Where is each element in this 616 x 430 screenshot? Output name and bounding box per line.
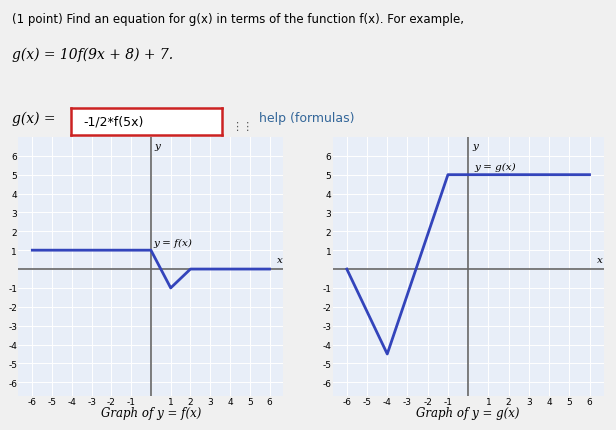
- Text: g(x) = 10f(9x + 8) + 7.: g(x) = 10f(9x + 8) + 7.: [12, 47, 174, 61]
- Text: x: x: [277, 256, 282, 265]
- Text: (1 point) Find an equation for g(x) in terms of the function f(x). For example,: (1 point) Find an equation for g(x) in t…: [12, 13, 464, 26]
- Text: y: y: [472, 141, 478, 150]
- Text: y = g(x): y = g(x): [474, 163, 516, 172]
- Text: ⋮⋮: ⋮⋮: [231, 121, 253, 131]
- Text: Graph of y = g(x): Graph of y = g(x): [416, 406, 520, 419]
- Text: Graph of y = f(x): Graph of y = f(x): [101, 406, 201, 419]
- Text: -1/2*f(5x): -1/2*f(5x): [83, 116, 144, 129]
- Text: g(x) =: g(x) =: [12, 112, 56, 126]
- Text: y = f(x): y = f(x): [154, 239, 193, 248]
- Text: y: y: [155, 141, 161, 150]
- Text: x: x: [597, 256, 602, 265]
- Text: help (formulas): help (formulas): [259, 112, 354, 125]
